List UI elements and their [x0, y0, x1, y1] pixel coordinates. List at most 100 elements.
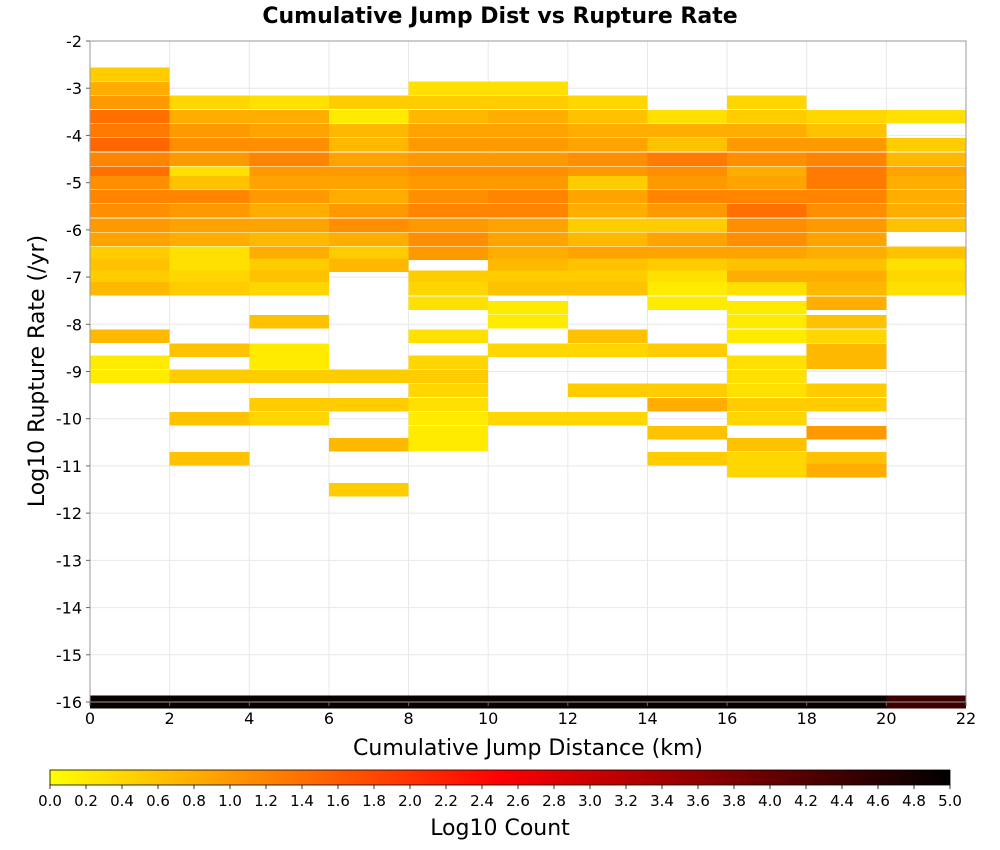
heatmap-cell — [408, 218, 489, 232]
y-tick-label: -2 — [66, 32, 82, 51]
heatmap-cell — [169, 95, 250, 110]
heatmap-cell — [90, 282, 170, 296]
y-axis-ticks: -2 -3 -4 -5 -6 -7 -8 -9 -10 -11 -12 -13 -14 -15 -16 — [56, 32, 90, 712]
heatmap-cell — [567, 258, 648, 273]
heatmap-cell — [886, 138, 966, 152]
heatmap-cell — [408, 397, 489, 412]
heatmap-cell — [90, 329, 170, 343]
heatmap-cell — [806, 152, 887, 166]
heatmap-cell — [567, 123, 648, 138]
heatmap-cell — [408, 232, 489, 247]
heatmap-cell — [727, 123, 807, 138]
colorbar — [49, 769, 951, 786]
heatmap-cell — [647, 343, 728, 357]
colorbar-tick-label: 3.0 — [578, 792, 602, 810]
colorbar-tick-label: 1.6 — [326, 792, 350, 810]
x-tick-label: 6 — [324, 709, 334, 728]
heatmap-cell — [328, 152, 409, 166]
heatmap-cell — [567, 232, 648, 247]
heatmap-cell — [806, 246, 887, 261]
heatmap-cell — [727, 329, 807, 343]
colorbar-tick-label: 3.6 — [686, 792, 710, 810]
heatmap-cell — [806, 397, 887, 412]
colorbar-tick-label: 3.8 — [722, 792, 746, 810]
heatmap-cell — [806, 355, 887, 369]
heatmap-cell — [806, 343, 887, 357]
heatmap-cell — [408, 138, 489, 152]
heatmap-cell — [90, 258, 170, 273]
heatmap-cell — [249, 175, 329, 190]
x-tick-label: 16 — [717, 709, 737, 728]
heatmap-cell — [328, 246, 409, 261]
heatmap-cell — [249, 123, 329, 138]
heatmap-cell — [488, 232, 568, 247]
heatmap-cell — [567, 138, 648, 152]
heatmap-cell — [806, 315, 887, 329]
heatmap-cell — [488, 343, 568, 357]
x-tick-label: 4 — [244, 709, 254, 728]
colorbar-tick-label: 4.0 — [758, 792, 782, 810]
heatmap-cell — [169, 218, 250, 232]
heatmap-cell — [169, 369, 250, 383]
heatmap-cell — [647, 452, 728, 466]
colorbar-tick-label: 3.4 — [650, 792, 674, 810]
heatmap-cell — [567, 246, 648, 261]
heatmap-cell — [90, 204, 170, 218]
heatmap-cell — [249, 411, 329, 426]
colorbar-tick-label: 4.6 — [866, 792, 890, 810]
y-tick-label: -16 — [56, 693, 82, 712]
heatmap-cell — [169, 411, 250, 426]
heatmap-cell — [90, 232, 170, 247]
heatmap-cell — [806, 175, 887, 190]
heatmap-cell — [328, 138, 409, 152]
chart-title: Cumulative Jump Dist vs Rupture Rate — [262, 4, 737, 29]
heatmap-cell — [169, 282, 250, 296]
heatmap-cell — [886, 258, 966, 273]
heatmap-cell — [90, 246, 170, 261]
colorbar-tick-label: 1.8 — [362, 792, 386, 810]
heatmap-cell — [328, 218, 409, 232]
heatmap-cell — [90, 218, 170, 232]
heatmap-cell — [886, 152, 966, 166]
heatmap-cell — [488, 282, 568, 296]
colorbar-tick-label: 0.2 — [74, 792, 98, 810]
heatmap-cell — [886, 270, 966, 284]
heatmap-cell — [169, 190, 250, 204]
heatmap-cell — [249, 138, 329, 152]
heatmap-cell — [408, 246, 489, 261]
heatmap-cell — [488, 81, 568, 95]
heatmap-cell — [249, 315, 329, 329]
heatmap-cell — [408, 204, 489, 218]
heatmap-cell — [727, 383, 807, 398]
heatmap-cell — [886, 246, 966, 261]
heatmap-cell — [727, 138, 807, 152]
heatmap-cell — [169, 138, 250, 152]
heatmap-cell — [249, 190, 329, 204]
colorbar-tick-label: 5.0 — [938, 792, 962, 810]
heatmap-cell — [727, 355, 807, 369]
colorbar-tick-label: 2.2 — [434, 792, 458, 810]
heatmap-cell — [567, 282, 648, 296]
heatmap-cell — [408, 437, 489, 452]
heatmap-cell — [806, 218, 887, 232]
heatmap-cell — [249, 258, 329, 273]
heatmap-cell — [567, 190, 648, 204]
heatmap-cell — [488, 411, 568, 426]
y-tick-label: -13 — [56, 551, 82, 570]
colorbar-tick-label: 4.8 — [902, 792, 926, 810]
x-tick-label: 0 — [85, 709, 95, 728]
heatmap-cell — [727, 437, 807, 452]
heatmap-cell — [567, 95, 648, 110]
heatmap-cell — [488, 109, 568, 124]
heatmap-cell — [90, 152, 170, 166]
y-tick-label: -14 — [56, 599, 82, 618]
heatmap-cell — [806, 204, 887, 218]
heatmap-cell — [249, 204, 329, 218]
heatmap-cell — [408, 383, 489, 398]
heatmap-cell — [488, 218, 568, 232]
heatmap-cell — [806, 190, 887, 204]
heatmap-cell — [647, 246, 728, 261]
x-tick-label: 2 — [165, 709, 175, 728]
heatmap-cell — [169, 109, 250, 124]
